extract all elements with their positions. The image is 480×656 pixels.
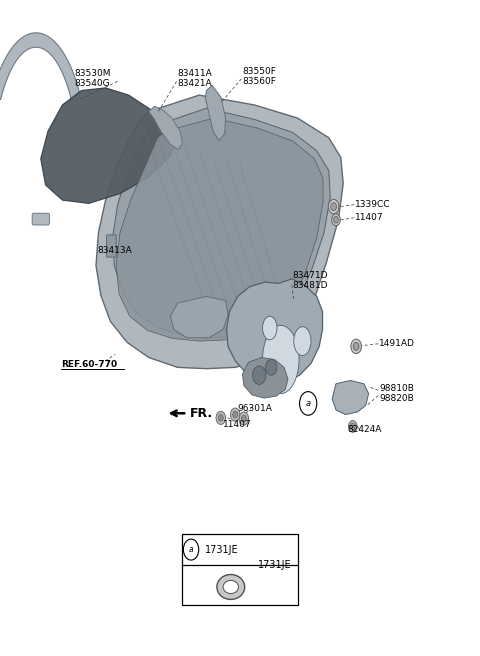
Circle shape <box>239 412 249 425</box>
Ellipse shape <box>263 325 299 394</box>
Text: 83530M
83540G: 83530M 83540G <box>74 69 111 89</box>
Circle shape <box>233 411 238 418</box>
Polygon shape <box>0 33 79 100</box>
Text: 82424A: 82424A <box>348 425 382 434</box>
Circle shape <box>265 359 277 375</box>
Text: REF.60-770: REF.60-770 <box>61 359 118 369</box>
Text: a: a <box>306 399 311 408</box>
Text: a: a <box>189 545 193 554</box>
Text: 1339CC: 1339CC <box>355 200 391 209</box>
FancyBboxPatch shape <box>182 534 298 605</box>
Text: 83550F
83560F: 83550F 83560F <box>242 67 276 87</box>
Text: 83471D
83481D: 83471D 83481D <box>293 271 328 291</box>
Circle shape <box>252 366 266 384</box>
FancyBboxPatch shape <box>32 213 49 225</box>
Polygon shape <box>149 106 182 150</box>
Ellipse shape <box>294 327 311 356</box>
Text: 83411A
83421A: 83411A 83421A <box>178 69 212 89</box>
Circle shape <box>334 216 338 223</box>
Text: 96301A: 96301A <box>237 403 272 413</box>
Circle shape <box>351 339 361 354</box>
Text: FR.: FR. <box>190 407 213 420</box>
Text: 1731JE: 1731JE <box>258 560 292 571</box>
FancyBboxPatch shape <box>107 235 116 257</box>
Polygon shape <box>242 358 288 398</box>
Circle shape <box>300 392 317 415</box>
Text: 11407: 11407 <box>355 213 384 222</box>
Ellipse shape <box>217 575 245 600</box>
Circle shape <box>216 411 226 424</box>
Polygon shape <box>170 297 228 338</box>
Text: 1491AD: 1491AD <box>379 339 415 348</box>
Polygon shape <box>227 279 323 384</box>
Circle shape <box>183 539 199 560</box>
Text: 83413A: 83413A <box>98 246 132 255</box>
Polygon shape <box>41 88 178 203</box>
Text: 11407: 11407 <box>223 420 252 429</box>
Ellipse shape <box>263 316 277 340</box>
Polygon shape <box>205 85 226 140</box>
Ellipse shape <box>223 581 239 594</box>
Circle shape <box>218 415 223 421</box>
Circle shape <box>350 423 355 430</box>
Polygon shape <box>96 95 343 369</box>
Circle shape <box>332 214 340 226</box>
Polygon shape <box>113 108 330 338</box>
Polygon shape <box>116 118 323 341</box>
Circle shape <box>348 420 357 432</box>
Text: 98810B
98820B: 98810B 98820B <box>379 384 414 403</box>
Circle shape <box>230 408 240 421</box>
Circle shape <box>328 199 339 214</box>
Circle shape <box>331 203 336 211</box>
Text: 1731JE: 1731JE <box>204 544 238 554</box>
Circle shape <box>353 342 359 350</box>
Circle shape <box>241 415 246 422</box>
Polygon shape <box>332 380 369 415</box>
